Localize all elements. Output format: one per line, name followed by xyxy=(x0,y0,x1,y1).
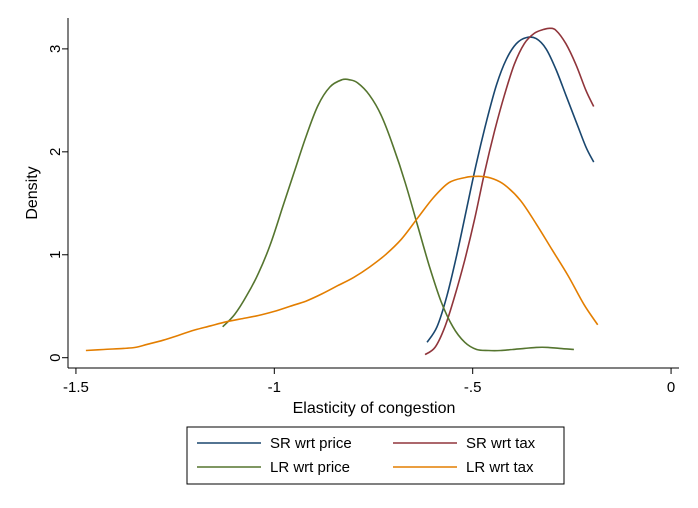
plot-frame xyxy=(67,18,679,369)
x-tick-label: -1.5 xyxy=(63,379,89,396)
legend-label: SR wrt price xyxy=(270,435,352,452)
legend: SR wrt price SR wrt tax LR wrt price LR wrt… xyxy=(186,426,565,485)
series-line-0 xyxy=(426,36,595,343)
legend-label: LR wrt price xyxy=(270,459,350,476)
legend-label: SR wrt tax xyxy=(466,435,536,452)
series-line-1 xyxy=(424,27,595,356)
series-line-2 xyxy=(222,78,574,352)
y-tick-label: 2 xyxy=(47,148,64,156)
legend-box xyxy=(186,426,565,485)
x-tick-label: -.5 xyxy=(464,379,482,396)
x-axis-title: Elasticity of congestion xyxy=(293,400,456,417)
legend-items: SR wrt price SR wrt tax LR wrt price LR wrt… xyxy=(197,435,536,476)
x-tick-label: 0 xyxy=(667,379,675,396)
y-axis-title: Density xyxy=(24,166,41,219)
x-ticks: -1.5 -1 -.5 0 xyxy=(63,368,675,396)
y-tick-label: 0 xyxy=(47,354,64,362)
series-line-3 xyxy=(85,175,599,352)
series-lines xyxy=(85,27,599,356)
y-tick-label: 1 xyxy=(47,251,64,259)
legend-label: LR wrt tax xyxy=(466,459,534,476)
y-ticks: 0 1 2 3 xyxy=(47,45,68,362)
x-tick-label: -1 xyxy=(268,379,281,396)
y-tick-label: 3 xyxy=(47,45,64,53)
